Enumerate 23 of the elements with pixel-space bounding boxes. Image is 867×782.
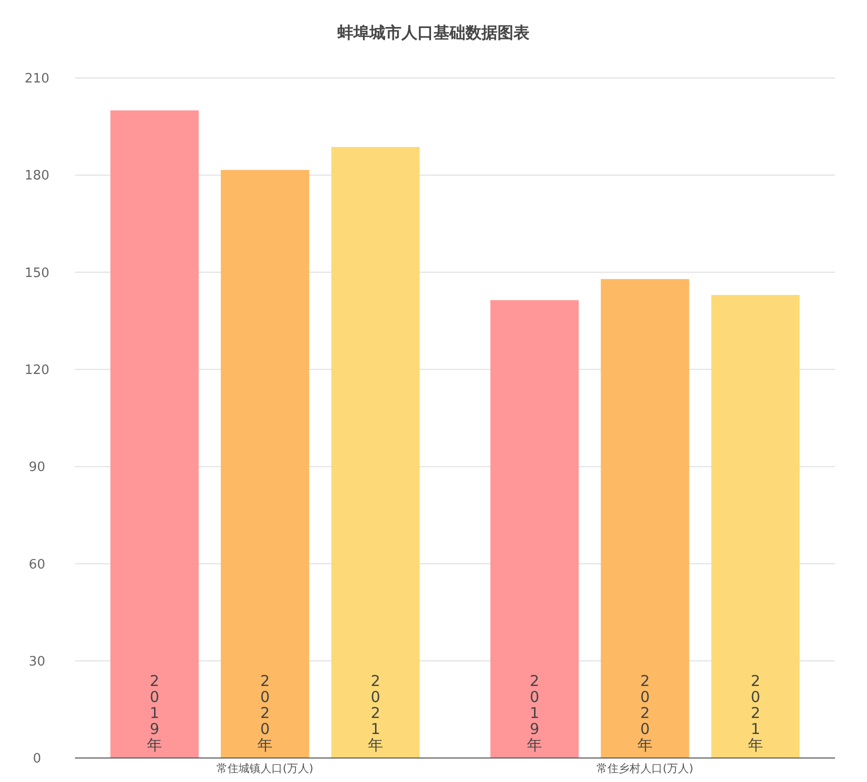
y-tick-label: 210	[24, 72, 50, 87]
y-tick-label: 90	[28, 460, 46, 476]
y-tick-label: 150	[24, 266, 50, 281]
series-label: 2020年	[258, 672, 272, 754]
y-tick-label: 180	[24, 168, 50, 184]
y-tick-label: 30	[28, 654, 46, 670]
x-tick-label: 常住乡村人口(万人)	[596, 762, 694, 775]
bar	[331, 146, 420, 758]
x-tick-label: 常住城镇人口(万人)	[216, 762, 314, 775]
bar	[220, 170, 310, 758]
bar	[711, 294, 800, 758]
y-tick-label: 60	[28, 557, 46, 572]
text: 2020年	[638, 672, 652, 754]
y-tick-label: 0	[32, 752, 42, 767]
y-tick-label: 120	[24, 362, 50, 378]
series-label: 2021年	[368, 672, 383, 754]
bar	[600, 279, 690, 758]
bar	[490, 300, 579, 758]
text: 2021年	[748, 672, 763, 754]
series-label: 2019年	[147, 672, 162, 754]
chart-title: 蚌埠城市人口基础数据图表	[336, 23, 530, 42]
bar	[110, 110, 199, 758]
text: 2019年	[527, 672, 542, 754]
